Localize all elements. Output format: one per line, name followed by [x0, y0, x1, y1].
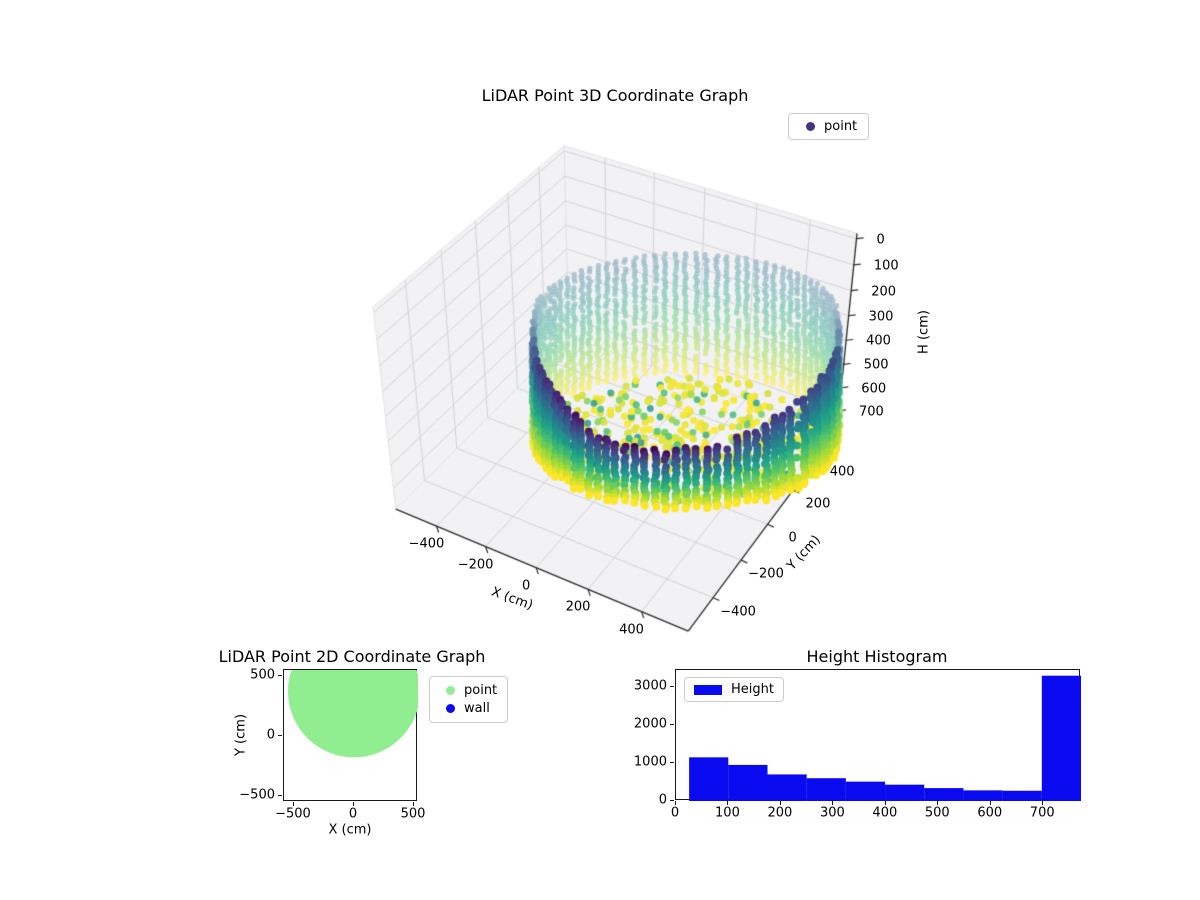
plot2d-svg [287, 670, 418, 758]
y-tick-label-hist: 2000 [633, 716, 667, 732]
histogram-bar [689, 757, 729, 801]
y-tick-label-hist: 1000 [633, 754, 667, 770]
plot2d-title: LiDAR Point 2D Coordinate Graph [218, 647, 486, 666]
x-tick-hist [1042, 801, 1044, 805]
x-tick-label-3d: 400 [619, 622, 644, 638]
x-tick-label-hist: 600 [977, 805, 1003, 821]
histogram-bar [885, 784, 925, 801]
x-tick-label-3d: −400 [408, 536, 445, 552]
plot2d-xlabel: X (cm) [328, 822, 372, 838]
y-tick-label-2d: −500 [239, 787, 275, 803]
x-tick-label-2d: 500 [400, 806, 426, 822]
x-tick-hist [832, 801, 834, 805]
histogram-bar [1041, 675, 1081, 801]
x-tick-hist [779, 801, 781, 805]
h-tick-label-3d: 700 [858, 404, 884, 420]
legend-item: Height [694, 682, 774, 697]
y-tick-label-3d: 200 [805, 496, 831, 512]
legend-dot-icon [806, 122, 815, 131]
h-axis-label-3d: H (cm) [916, 309, 932, 354]
x-tick-2d [292, 802, 294, 806]
x-tick-label-hist: 100 [715, 805, 740, 821]
y-tick-hist [670, 686, 674, 688]
y-tick-label-2d: 0 [266, 727, 275, 743]
histogram-bar [767, 774, 807, 801]
y-tick-hist [670, 800, 674, 801]
plot2d-axes [283, 669, 418, 801]
x-tick-hist [884, 801, 886, 805]
x-tick-label-hist: 0 [670, 805, 680, 821]
legend-dot-icon [446, 686, 455, 695]
x-tick-label-3d: 0 [521, 578, 531, 594]
x-tick-hist [989, 801, 991, 805]
y-tick-label-3d: 0 [788, 530, 797, 546]
histogram-bar [1002, 790, 1042, 801]
legend-label: Height [731, 682, 774, 697]
x-tick-label-hist: 400 [872, 805, 898, 821]
plot3d-title: LiDAR Point 3D Coordinate Graph [481, 86, 749, 105]
x-tick-label-hist: 200 [767, 805, 793, 821]
point-cloud-2d [287, 670, 418, 758]
h-tick-label-3d: 0 [876, 232, 885, 248]
legend-item: wall [440, 701, 497, 716]
x-tick-hist [675, 801, 676, 805]
x-tick-label-2d: 0 [348, 806, 358, 822]
legend-patch-icon [694, 684, 722, 695]
x-tick-label-hist: 500 [924, 805, 950, 821]
y-tick-hist [670, 762, 674, 764]
y-tick-label-hist: 3000 [633, 678, 667, 694]
h-tick-label-3d: 500 [863, 357, 889, 373]
legend-item: point [800, 119, 857, 134]
x-tick-label-hist: 700 [1029, 805, 1055, 821]
h-tick-label-3d: 200 [871, 284, 897, 300]
plot3d-legend: point [788, 113, 870, 140]
histogram-bar [845, 781, 886, 801]
h-tick-label-3d: 600 [861, 381, 887, 397]
legend-item: point [440, 683, 497, 698]
y-tick-2d [278, 675, 282, 677]
histogram-legend: Height [684, 677, 784, 702]
x-tick-label-hist: 300 [819, 805, 845, 821]
histogram-bar [963, 790, 1003, 801]
y-tick-2d [278, 794, 282, 796]
plot2d-legend: point wall [429, 676, 509, 723]
x-tick-2d [413, 802, 415, 806]
h-tick-label-3d: 100 [873, 258, 899, 274]
y-tick-label-3d: 400 [829, 464, 855, 480]
histogram-title: Height Histogram [806, 647, 948, 666]
x-tick-label-2d: −500 [275, 806, 311, 822]
y-tick-2d [278, 735, 282, 736]
x-tick-label-3d: 200 [565, 599, 591, 615]
histogram-bar [806, 778, 846, 801]
h-tick-label-3d: 400 [866, 333, 891, 349]
x-tick-label-3d: −200 [457, 557, 494, 573]
x-tick-2d [353, 802, 354, 806]
y-tick-label-3d: −200 [748, 566, 784, 582]
histogram-bar [728, 764, 768, 801]
histogram-svg [689, 675, 1081, 801]
legend-label: wall [464, 701, 490, 716]
y-tick-hist [670, 724, 674, 726]
legend-label: point [464, 683, 498, 698]
plot2d-ylabel: Y (cm) [233, 713, 249, 757]
h-tick-label-3d: 300 [868, 309, 894, 325]
y-tick-label-hist: 0 [658, 792, 667, 808]
legend-dot-icon [446, 704, 455, 713]
y-tick-label-3d: −400 [720, 604, 756, 620]
legend-label: point [824, 119, 858, 134]
x-tick-hist [937, 801, 939, 805]
x-tick-hist [727, 801, 729, 805]
y-tick-label-2d: 500 [250, 667, 275, 683]
histogram-bar [924, 788, 964, 801]
